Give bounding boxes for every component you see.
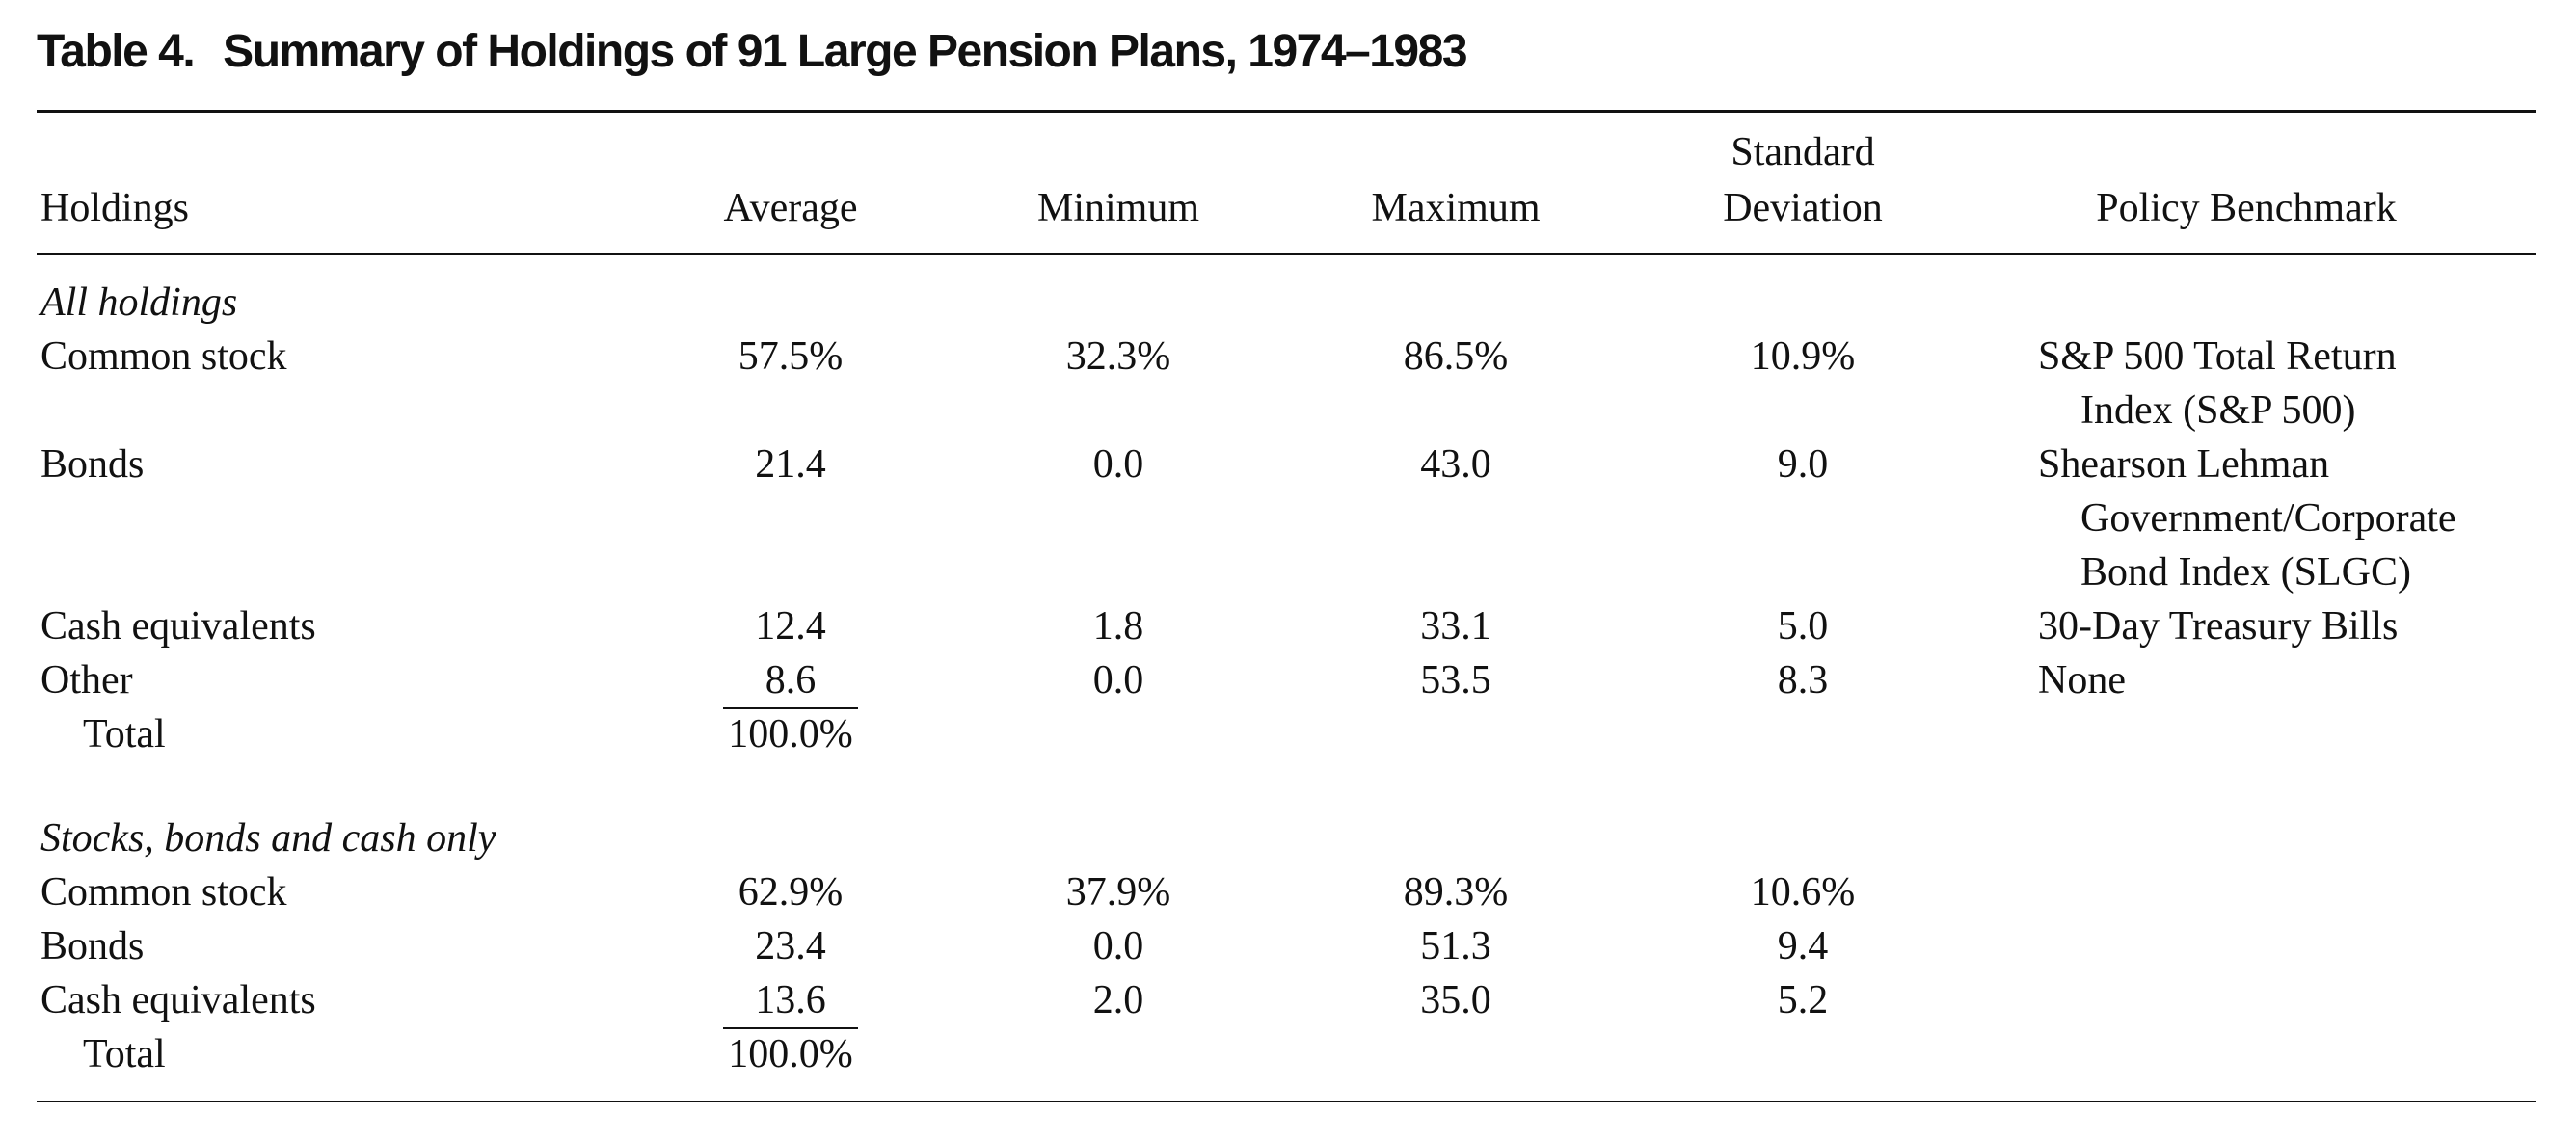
cell-average: 12.4 xyxy=(755,604,826,649)
cell-maximum: 51.3 xyxy=(1420,924,1491,969)
cell-benchmark: 30-Day Treasury Bills xyxy=(2038,604,2399,649)
bottom-rule xyxy=(37,1101,2536,1102)
cell-maximum: 89.3% xyxy=(1403,870,1509,915)
cell-benchmark-cont: Bond Index (SLGC) xyxy=(2080,550,2411,595)
cell-std: 5.0 xyxy=(1777,604,1829,649)
cell-minimum: 32.3% xyxy=(1065,334,1171,379)
total-value: 100.0% xyxy=(728,712,853,756)
cell-maximum: 35.0 xyxy=(1420,978,1491,1022)
cell-maximum: 43.0 xyxy=(1420,442,1491,487)
cell-std: 8.3 xyxy=(1777,658,1829,703)
row-label: Bonds xyxy=(40,442,145,487)
cell-maximum: 33.1 xyxy=(1420,604,1491,649)
header-std-line1: Standard xyxy=(1731,130,1875,174)
cell-minimum: 1.8 xyxy=(1092,604,1144,649)
cell-average-underlined: 8.6 xyxy=(723,653,858,709)
cell-minimum: 37.9% xyxy=(1065,870,1171,915)
cell-minimum: 2.0 xyxy=(1092,978,1144,1022)
total-value: 100.0% xyxy=(728,1032,853,1076)
header-benchmark: Policy Benchmark xyxy=(2096,186,2397,230)
cell-std: 10.9% xyxy=(1750,334,1856,379)
cell-average: 8.6 xyxy=(675,653,906,709)
row-label: Cash equivalents xyxy=(40,978,316,1022)
cell-benchmark-cont: Government/Corporate xyxy=(2080,496,2456,541)
cell-maximum: 53.5 xyxy=(1420,658,1491,703)
cell-average: 21.4 xyxy=(755,442,826,487)
header-maximum: Maximum xyxy=(1371,186,1541,230)
total-label: Total xyxy=(83,712,166,756)
cell-std: 5.2 xyxy=(1777,978,1829,1022)
header-holdings: Holdings xyxy=(40,186,190,230)
cell-maximum: 86.5% xyxy=(1403,334,1509,379)
row-label: Bonds xyxy=(40,924,145,969)
header-std-line2: Deviation xyxy=(1723,186,1883,230)
cell-benchmark: Shearson Lehman xyxy=(2038,442,2330,487)
cell-average: 13.6 xyxy=(675,973,906,1029)
cell-benchmark-cont: Index (S&P 500) xyxy=(2080,388,2356,433)
cell-average: 57.5% xyxy=(738,334,844,379)
row-label: Common stock xyxy=(40,870,287,915)
row-label: Cash equivalents xyxy=(40,604,316,649)
table-title: Table 4. Summary of Holdings of 91 Large … xyxy=(37,25,1468,78)
row-label: Common stock xyxy=(40,334,287,379)
cell-average-underlined: 13.6 xyxy=(723,973,858,1029)
cell-std: 9.4 xyxy=(1777,924,1829,969)
cell-std: 9.0 xyxy=(1777,442,1829,487)
section-heading-all-holdings: All holdings xyxy=(40,280,238,325)
table-title-text: Summary of Holdings of 91 Large Pension … xyxy=(223,26,1467,77)
cell-minimum: 0.0 xyxy=(1092,658,1144,703)
cell-benchmark: S&P 500 Total Return xyxy=(2038,334,2397,379)
total-label: Total xyxy=(83,1032,166,1076)
table-number: Table 4. xyxy=(37,26,196,77)
cell-std: 10.6% xyxy=(1750,870,1856,915)
row-label: Other xyxy=(40,658,133,703)
section-heading-stocks-bonds-cash: Stocks, bonds and cash only xyxy=(40,816,496,861)
cell-minimum: 0.0 xyxy=(1092,924,1144,969)
cell-average: 62.9% xyxy=(738,870,844,915)
header-rule xyxy=(37,253,2536,255)
header-average: Average xyxy=(723,186,858,230)
cell-minimum: 0.0 xyxy=(1092,442,1144,487)
cell-average: 23.4 xyxy=(755,924,826,969)
top-rule xyxy=(37,110,2536,113)
header-minimum: Minimum xyxy=(1036,186,1200,230)
cell-benchmark: None xyxy=(2038,658,2126,703)
